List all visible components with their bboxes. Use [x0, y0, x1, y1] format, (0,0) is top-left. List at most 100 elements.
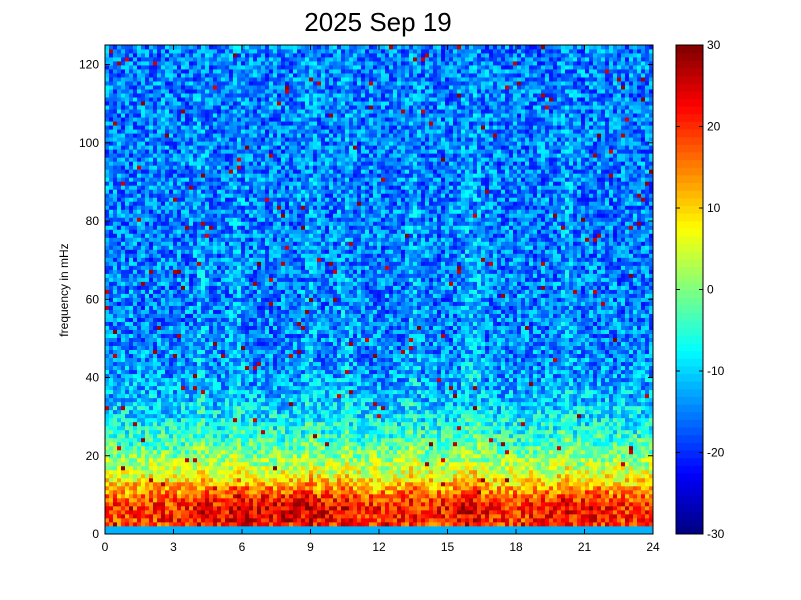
spectrogram-cell [253, 401, 258, 407]
spectrogram-cell [201, 89, 206, 94]
spectrogram-cell [213, 229, 218, 234]
spectrogram-cell [209, 361, 214, 367]
spectrogram-cell [141, 269, 146, 274]
spectrogram-cell [137, 157, 142, 162]
spectrogram-cell [241, 289, 246, 294]
spectrogram-cell [225, 437, 230, 443]
spectrogram-cell [105, 441, 110, 447]
spectrogram-cell [261, 289, 266, 294]
spectrogram-cell [209, 241, 214, 246]
spectrogram-cell [173, 393, 178, 399]
spectrogram-cell [129, 461, 134, 467]
spectrogram-cell [213, 185, 218, 190]
spectrogram-cell [185, 381, 190, 387]
spectrogram-cell [129, 497, 134, 503]
spectrogram-cell [121, 309, 126, 314]
spectrogram-cell [181, 109, 186, 114]
spectrogram-cell [185, 185, 190, 190]
spectrogram-cell [261, 421, 266, 427]
spectrogram-cell [249, 433, 254, 439]
spectrogram-cell [193, 341, 198, 347]
spectrogram-cell [105, 65, 110, 70]
spectrogram-cell [133, 73, 138, 78]
spectrogram-cell [121, 473, 126, 479]
spectrogram-cell [165, 105, 170, 110]
spectrogram-cell [221, 381, 226, 387]
spectrogram-cell [137, 217, 142, 222]
spectrogram-cell [193, 445, 198, 451]
spectrogram-cell [225, 193, 230, 198]
spectrogram-cell [109, 225, 114, 230]
spectrogram-cell [205, 481, 210, 487]
spectrogram-cell [149, 97, 154, 102]
spectrogram-cell [265, 317, 270, 322]
spectrogram-cell [225, 505, 230, 511]
spectrogram-cell [149, 297, 154, 302]
spectrogram-cell [137, 373, 142, 379]
spectrogram-cell [213, 101, 218, 106]
spectrogram-cell [109, 477, 114, 483]
spectrogram-cell [193, 409, 198, 415]
spectrogram-cell [137, 517, 142, 523]
spectrogram-cell [241, 465, 246, 471]
spectrogram-cell [197, 129, 202, 134]
spectrogram-cell [257, 325, 262, 330]
spectrogram-cell [181, 97, 186, 102]
spectrogram-cell [225, 445, 230, 451]
spectrogram-cell [125, 169, 130, 174]
spectrogram-cell [157, 245, 162, 250]
spectrogram-cell [173, 445, 178, 451]
spectrogram-cell [253, 109, 258, 114]
spectrogram-cell [221, 193, 226, 198]
spectrogram-cell [121, 181, 126, 186]
spectrogram-cell [265, 425, 270, 431]
spectrogram-cell [177, 489, 182, 495]
spectrogram-cell [161, 469, 166, 475]
spectrogram-cell [265, 445, 270, 451]
spectrogram-cell [201, 189, 206, 194]
spectrogram-cell [241, 169, 246, 174]
spectrogram-cell [145, 505, 150, 511]
spectrogram-cell [137, 241, 142, 246]
spectrogram-cell [197, 269, 202, 274]
spectrogram-cell [197, 165, 202, 170]
spectrogram-cell [109, 357, 114, 363]
spectrogram-cell [209, 125, 214, 130]
spectrogram-cell [229, 297, 234, 302]
spectrogram-cell [121, 265, 126, 270]
spectrogram-cell [209, 249, 214, 254]
spectrogram-cell [117, 49, 122, 54]
spectrogram-cell [137, 301, 142, 306]
spectrogram-cell [185, 341, 190, 347]
spectrogram-cell [109, 149, 114, 154]
spectrogram-cell [221, 257, 226, 262]
spectrogram-cell [261, 177, 266, 182]
spectrogram-cell [197, 321, 202, 326]
spectrogram-cell [253, 205, 258, 210]
spectrogram-cell [209, 325, 214, 330]
spectrogram-cell [105, 193, 110, 198]
spectrogram-cell [181, 481, 186, 487]
spectrogram-cell [233, 105, 238, 110]
spectrogram-cell [149, 485, 154, 491]
spectrogram-cell [185, 473, 190, 479]
spectrogram-cell [249, 197, 254, 202]
spectrogram-cell [261, 389, 266, 395]
spectrogram-cell [249, 501, 254, 507]
spectrogram-cell [229, 489, 234, 495]
spectrogram-cell [257, 401, 262, 407]
spectrogram-cell [213, 233, 218, 238]
spectrogram-cell [113, 361, 118, 367]
spectrogram-cell [105, 125, 110, 130]
spectrogram-cell [265, 89, 270, 94]
spectrogram-cell [261, 485, 266, 491]
spectrogram-cell [113, 69, 118, 74]
spectrogram-cell [213, 65, 218, 70]
spectrogram-cell [177, 261, 182, 266]
spectrogram-cell [105, 293, 110, 298]
spectrogram-cell [221, 453, 226, 459]
spectrogram-cell [161, 285, 166, 290]
spectrogram-cell [177, 225, 182, 230]
spectrogram-cell [141, 161, 146, 166]
spectrogram-cell [109, 153, 114, 158]
